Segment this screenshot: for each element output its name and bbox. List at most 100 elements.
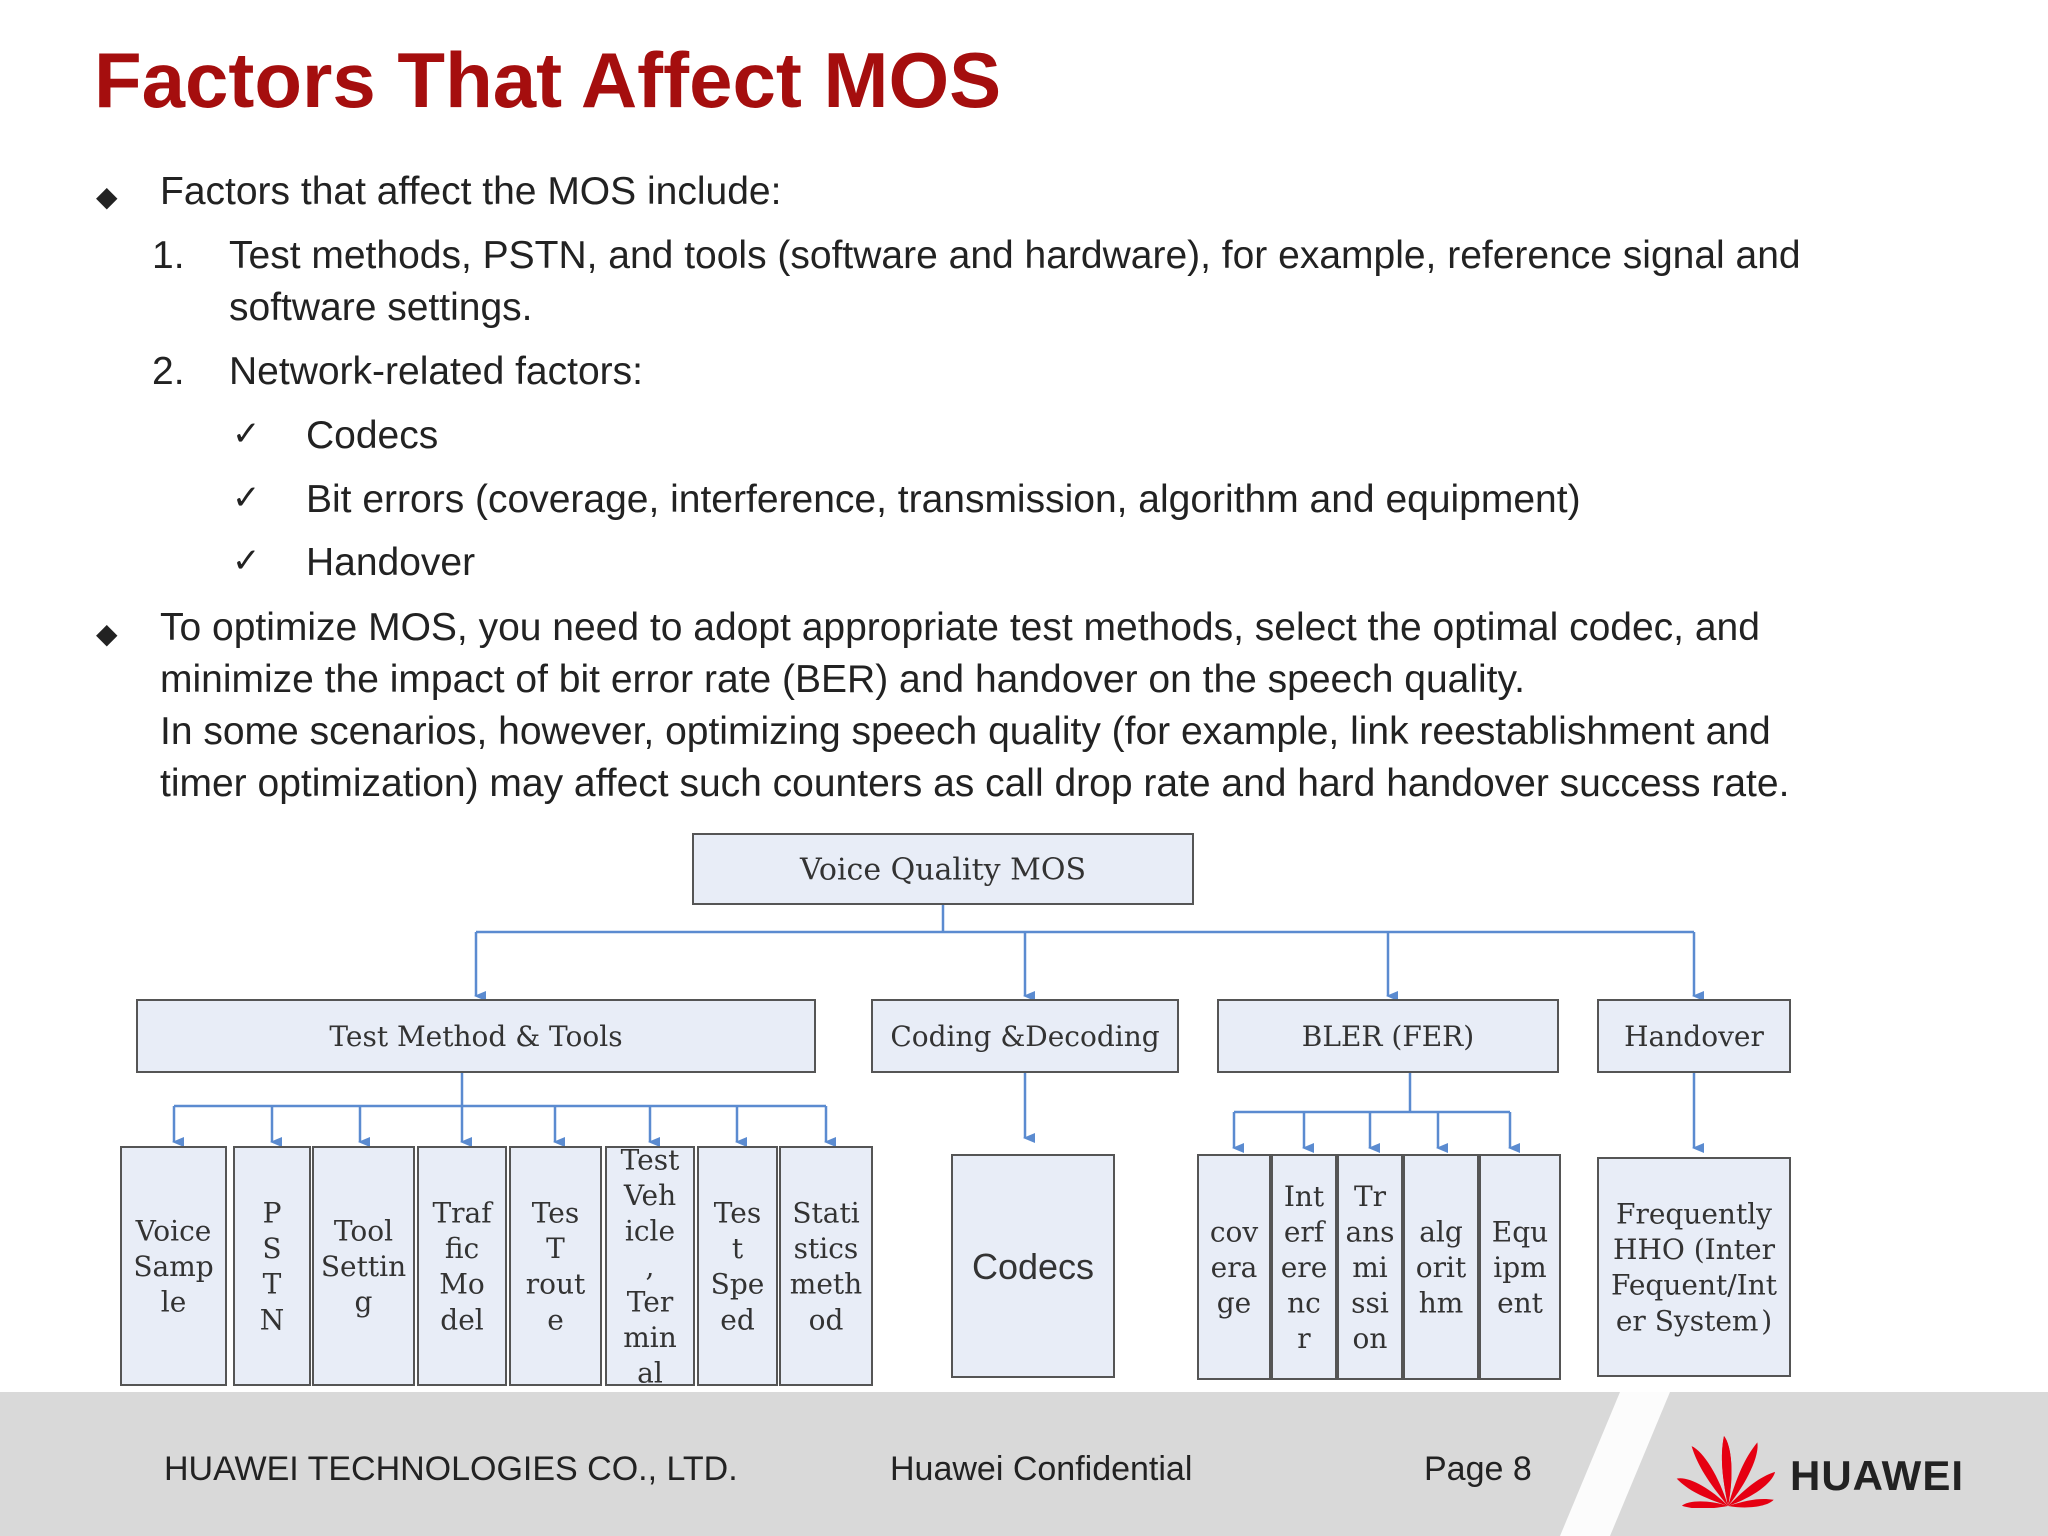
node-label: Test Method & Tools [329,1020,622,1053]
node-label: er System ) [1616,1304,1772,1337]
check-icon: ✓ [232,478,261,518]
bullet-1-text: Factors that affect the MOS include: [160,170,782,213]
node-label: Fequent/Int [1611,1269,1778,1302]
node-label: era [1211,1251,1258,1284]
node-label: t [732,1232,744,1265]
node-label: , [646,1250,655,1283]
node-label: Coding &Decoding [890,1020,1159,1053]
node-label: Spe [711,1268,765,1301]
node-bler-fer: BLER (FER) [1217,999,1559,1073]
node-label: ipm [1493,1251,1546,1284]
node-label: Equ [1492,1215,1548,1248]
node-coding-decoding: Coding &Decoding [871,999,1179,1073]
bullet-2-line-2: minimize the impact of bit error rate (B… [160,658,1525,701]
item-2-text: Network-related factors: [229,350,643,393]
node-label: min [623,1321,677,1354]
bullet-diamond-icon: ◆ [96,180,118,213]
node-label: P [263,1197,282,1230]
node-label: ed [720,1303,755,1336]
node-label: od [809,1303,844,1336]
footer-confidential: Huawei Confidential [890,1450,1193,1488]
check-item-handover: Handover [306,541,476,584]
node-label: T [546,1232,565,1265]
bullet-2-line-1: To optimize MOS, you need to adopt appro… [160,606,1760,649]
leaf-codecs: Codecs [951,1154,1115,1378]
node-label: rout [526,1268,586,1301]
node-label: al [637,1357,663,1390]
node-label: T [263,1268,282,1301]
node-label: Frequently [1616,1198,1772,1231]
node-label: ge [1217,1287,1252,1320]
bullet-diamond-icon: ◆ [96,617,118,650]
node-label: Voice Quality MOS [799,853,1086,888]
mos-factors-tree-diagram: Voice Quality MOS Test Method & Tools Codi… [120,833,1791,1390]
node-label: Ter [627,1286,674,1319]
item-1-number: 1. [152,234,185,277]
footer-company: HUAWEI TECHNOLOGIES CO., LTD. [164,1450,738,1488]
item-1-line-2: software settings. [229,286,533,329]
node-label: mi [1352,1251,1388,1284]
node-label: e [547,1303,564,1336]
node-handover: Handover [1597,999,1791,1073]
node-label: stics [794,1232,859,1265]
node-label: icle [625,1214,675,1247]
node-label: N [260,1303,285,1336]
check-item-bit-errors: Bit errors (coverage, interference, tran… [306,478,1581,521]
check-item-codecs: Codecs [306,414,439,457]
node-label: BLER (FER) [1302,1020,1474,1053]
node-label: meth [790,1268,862,1301]
node-label: Tes [532,1197,579,1230]
huawei-logo-icon [1676,1436,1776,1508]
node-label: erf [1284,1215,1327,1248]
bullet-2-line-4: timer optimization) may affect such coun… [160,762,1790,805]
leaf-bler-3: algorithm [1403,1154,1479,1380]
node-label: del [440,1303,483,1336]
leaf-test-1: PSTN [233,1146,311,1386]
node-label: Settin [321,1250,406,1283]
node-label: Traf [432,1197,494,1230]
node-label: ans [1345,1215,1394,1248]
item-1-line-1: Test methods, PSTN, and tools (software … [229,234,1801,277]
bullet-2-line-3: In some scenarios, however, optimizing s… [160,710,1771,753]
item-2-number: 2. [152,350,185,393]
node-label: g [355,1286,373,1319]
node-label: Voice [135,1214,212,1247]
node-label: r [1297,1322,1311,1355]
node-label: Codecs [972,1246,1094,1287]
node-label: Tr [1354,1180,1387,1213]
node-label: Tool [334,1214,393,1247]
node-label: HHO (Inter [1613,1233,1776,1266]
node-label: on [1353,1322,1388,1355]
node-label: Veh [623,1179,676,1212]
node-label: fic [445,1232,479,1265]
footer-page-number: Page 8 [1424,1450,1532,1488]
node-label: hm [1419,1287,1464,1320]
leaf-bler-0: coverage [1197,1154,1271,1380]
node-label: cov [1210,1215,1259,1248]
check-icon: ✓ [232,414,261,454]
root-node-voice-quality-mos: Voice Quality MOS [692,833,1194,905]
huawei-logo-text: HUAWEI [1790,1452,1964,1499]
node-label: Handover [1624,1020,1764,1053]
node-label: Tes [714,1197,761,1230]
footer-stripe-decoration [1560,1392,1670,1536]
node-label: ent [1497,1287,1544,1320]
node-test-method-tools: Test Method & Tools [136,999,816,1073]
node-label: Test [621,1143,680,1176]
node-label: Samp [133,1250,213,1283]
node-label: orit [1416,1251,1467,1284]
node-label: alg [1419,1215,1463,1248]
node-label: nc [1287,1287,1321,1320]
node-label: ssi [1351,1287,1389,1320]
node-label: le [161,1286,187,1319]
check-icon: ✓ [232,541,261,581]
